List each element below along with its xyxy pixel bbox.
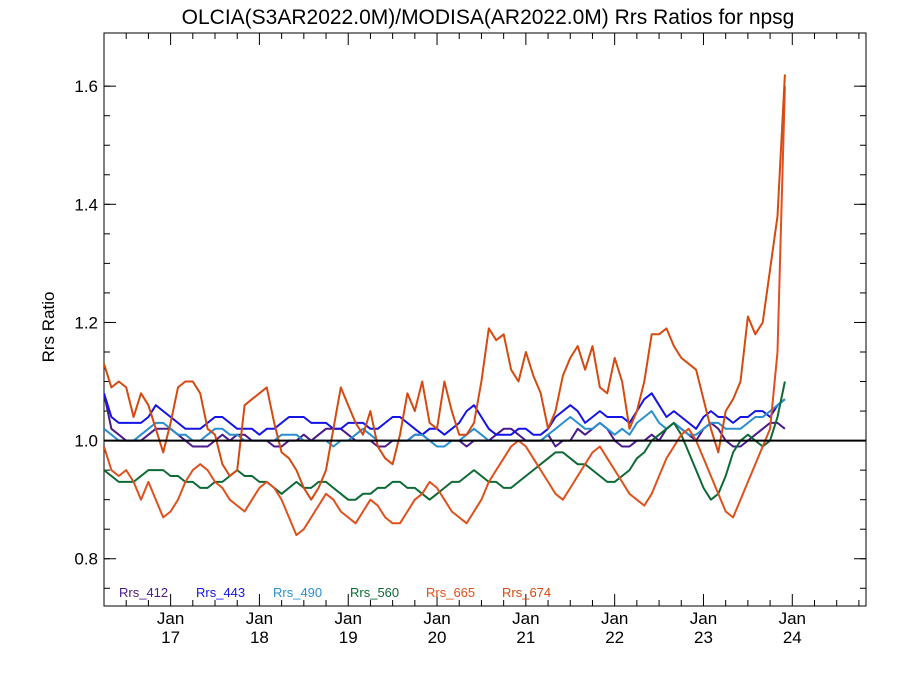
legend-item-rrs-665: Rrs_665: [426, 585, 475, 600]
plot-frame: [103, 32, 867, 607]
x-tick-month: Jan: [335, 609, 362, 628]
x-tick-month: Jan: [246, 609, 273, 628]
y-tick-label: 1.2: [74, 313, 98, 332]
y-tick-label: 1.6: [74, 77, 98, 96]
chart-title: OLCIA(S3AR2022.0M)/MODISA(AR2022.0M) Rrs…: [182, 6, 795, 29]
x-tick-month: Jan: [512, 609, 539, 628]
legend-item-rrs-490: Rrs_490: [273, 585, 322, 600]
y-tick-label: 0.8: [74, 550, 98, 569]
x-tick-year: 22: [605, 628, 624, 647]
x-tick-year: 18: [250, 628, 269, 647]
y-tick-label: 1.0: [74, 432, 98, 451]
legend-item-rrs-560: Rrs_560: [350, 585, 399, 600]
x-tick-month: Jan: [157, 609, 184, 628]
series-line-rrs-665: [104, 86, 786, 537]
y-axis-label: Rrs Ratio: [39, 292, 58, 363]
series-layer: [104, 74, 786, 537]
x-tick-month: Jan: [779, 609, 806, 628]
y-tick-label: 1.4: [74, 195, 98, 214]
x-tick-month: Jan: [423, 609, 450, 628]
legend: Rrs_412 Rrs_443 Rrs_490 Rrs_560 Rrs_665 Rrs_6…: [119, 585, 551, 600]
x-tick-year: 17: [161, 628, 180, 647]
x-tick-month: Jan: [601, 609, 628, 628]
x-tick-year: 19: [339, 628, 358, 647]
series-line-rrs-560: [104, 381, 786, 501]
series-line-rrs-674: [104, 74, 786, 501]
x-tick-year: 24: [783, 628, 802, 647]
y-axis: 0.8 1.0 1.2 1.4 1.6: [74, 77, 866, 589]
x-tick-year: 23: [694, 628, 713, 647]
legend-item-rrs-412: Rrs_412: [119, 585, 168, 600]
x-tick-year: 21: [516, 628, 535, 647]
x-tick-month: Jan: [690, 609, 717, 628]
legend-item-rrs-674: Rrs_674: [502, 585, 551, 600]
series-line-rrs-443: [104, 392, 786, 436]
x-tick-year: 20: [428, 628, 447, 647]
legend-item-rrs-443: Rrs_443: [196, 585, 245, 600]
